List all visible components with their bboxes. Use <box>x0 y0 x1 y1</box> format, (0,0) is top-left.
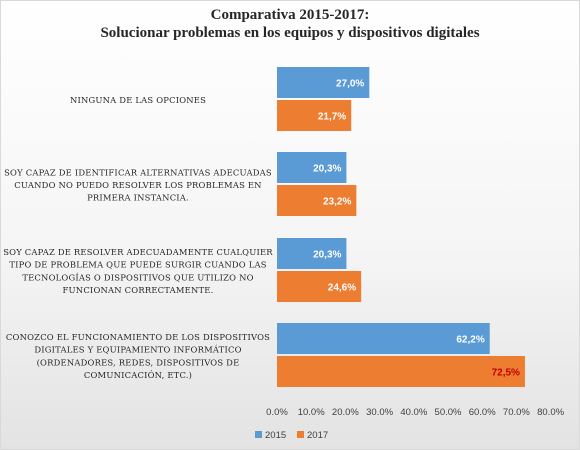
bar-2017 <box>277 356 525 387</box>
x-tick-label: 20.0% <box>332 407 359 418</box>
data-label: 21,7% <box>318 112 346 123</box>
data-label: 20,3% <box>313 164 341 175</box>
legend: 2015 2017 <box>255 430 328 441</box>
legend-label: 2015 <box>265 430 286 441</box>
x-tick-label: 80.0% <box>537 407 564 418</box>
category-label: DIGITALES Y EQUIPAMIENTO INFORMÁTICO <box>34 344 241 355</box>
legend-label: 2017 <box>307 430 328 441</box>
bar-2015 <box>277 323 490 354</box>
bar-2017 <box>277 271 362 302</box>
category-label: CONOZCO EL FUNCIONAMIENTO DE LOS DISPOSI… <box>6 332 270 342</box>
x-axis-ticks: 0.0% 10.0% 20.0% 30.0% 40.0% 50.0% 60.0% 70.0% 8… <box>266 407 564 418</box>
data-label: 62,2% <box>456 335 484 346</box>
category-label: NINGUNA DE LAS OPCIONES <box>70 95 206 105</box>
bar-2015 <box>277 238 347 269</box>
x-tick-label: 10.0% <box>298 407 325 418</box>
data-label: 23,2% <box>323 197 351 208</box>
x-tick-label: 40.0% <box>400 407 427 418</box>
category-label: COMUNICACIÓN, ETC.) <box>84 369 192 380</box>
category-label: CUANDO NO PUEDO RESOLVER LOS PROBLEMAS E… <box>14 180 261 190</box>
data-label: 24,6% <box>328 283 356 294</box>
legend-swatch <box>297 431 304 438</box>
x-tick-label: 0.0% <box>266 407 288 418</box>
x-tick-label: 50.0% <box>435 407 462 418</box>
bar-2015 <box>277 152 347 183</box>
data-label: 27,0% <box>336 79 364 90</box>
category-label: SOY CAPAZ DE IDENTIFICAR ALTERNATIVAS AD… <box>4 167 272 177</box>
category-label: TIPO DE PROBLEMA QUE PUEDE SURGIR CUANDO… <box>9 260 266 270</box>
x-tick-label: 70.0% <box>503 407 530 418</box>
category-label: SOY CAPAZ DE RESOLVER ADECUADAMENTE CUAL… <box>3 247 273 257</box>
category-label: (ORDENADORES, REDES, DISPOSITIVOS DE <box>37 357 240 367</box>
category-label: PRIMERA INSTANCIA. <box>87 193 189 203</box>
legend-swatch <box>255 431 262 438</box>
data-label: 72,5% <box>492 368 520 379</box>
category-label: FUNCIONAN CORRECTAMENTE. <box>63 285 214 295</box>
chart-subtitle: Solucionar problemas en los equipos y di… <box>100 25 480 41</box>
data-labels: 27,0% 20,3% 20,3% 62,2% 21,7% 23,2% 24,6% 72,5% <box>313 79 520 379</box>
x-tick-label: 60.0% <box>469 407 496 418</box>
bar-2017 <box>277 185 357 216</box>
bars <box>277 67 525 387</box>
bar-2015 <box>277 67 370 98</box>
category-labels: NINGUNA DE LAS OPCIONES SOY CAPAZ DE IDEN… <box>3 95 273 380</box>
bar-2017 <box>277 100 352 131</box>
chart-title: Comparativa 2015-2017: <box>210 7 370 23</box>
category-label: TECNOLOGÍAS O DISPOSITIVOS QUE UTILIZO N… <box>22 271 253 282</box>
x-tick-label: 30.0% <box>366 407 393 418</box>
data-label: 20,3% <box>313 250 341 261</box>
